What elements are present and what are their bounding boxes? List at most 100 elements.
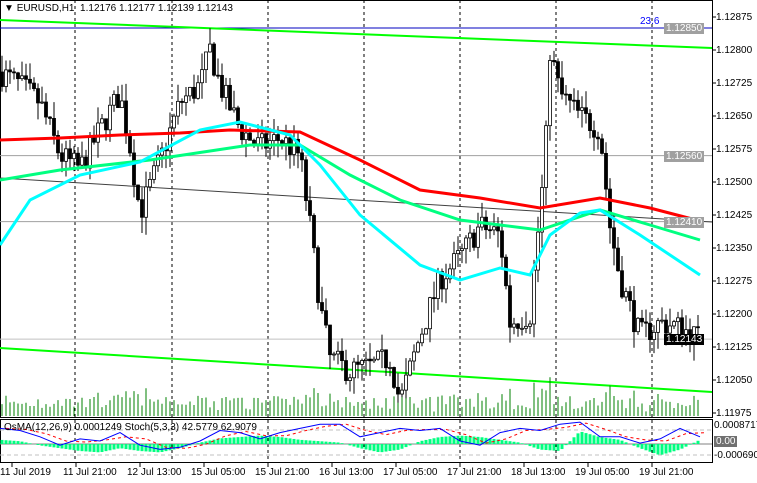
candle [468,232,472,239]
candle [620,270,624,298]
osma-bar [548,444,552,451]
candle [64,148,68,162]
candle [392,367,396,388]
candle [116,94,120,108]
time-tick-label: 11 Jul 21:00 [63,467,117,478]
osma-bar [168,444,172,451]
candle [596,136,600,140]
osma-bar [56,444,60,448]
osma-bar [120,444,124,449]
candle [204,51,208,71]
candle [628,291,632,301]
price-tick-label: 1.12050 [716,375,753,386]
osma-bar [500,440,504,444]
candle [464,237,468,250]
candle [152,165,156,180]
osma-bar [428,439,432,444]
channel-top [0,19,713,49]
candle [236,107,240,125]
osma-bar [348,444,352,446]
osma-bar [640,444,644,449]
candle [544,125,548,188]
candle [592,130,596,138]
osma-bar [692,442,696,444]
candle [640,317,644,323]
osma-bar [64,444,68,450]
candle [260,133,264,139]
osma-bar [576,433,580,444]
osma-bar [564,444,568,446]
candle [200,69,204,84]
candle [72,152,76,160]
candle [452,253,456,270]
osma-bar [112,444,116,450]
candle [284,137,288,144]
candle [504,256,508,287]
osma-bar [300,439,304,444]
osma-bar [588,434,592,444]
candle [548,60,552,127]
candle [16,72,20,80]
osma-bar [504,440,508,444]
osma-bar [380,444,384,453]
symbol-label: EURUSD,H1 [16,3,75,14]
candle [80,156,84,166]
candle [100,118,104,124]
osma-bar [580,431,584,444]
candle [344,360,348,381]
candle [300,152,304,161]
osma-bar [0,439,4,444]
osma-bar [372,444,376,452]
osma-bar [384,444,388,452]
candle [436,271,440,299]
osma-bar [528,444,532,447]
trend-line [0,177,713,223]
price-tick-label: 1.11975 [716,408,752,419]
price-tick-label: 1.12200 [716,309,753,320]
ma-slow-line [0,128,701,223]
osma-bar [180,444,184,448]
osma-bar [24,442,28,444]
candle [332,353,336,356]
candle [20,75,24,80]
time-tick-label: 19 Jul 05:00 [575,467,630,478]
candle [140,199,144,218]
osma-bar [28,443,32,444]
candle [636,317,640,333]
osma-bar [600,437,604,444]
candle [348,377,352,381]
ma-fast-line [0,120,701,282]
stoch-main-line [0,421,701,450]
osma-bar [156,444,160,453]
candle [264,133,268,149]
channel-bottom [0,347,713,393]
osma-bar [232,437,236,444]
candle [176,100,180,117]
ohlc-label: 1.12176 1.12177 1.12139 1.12143 [80,3,233,14]
candle [584,107,588,114]
osma-bar [248,436,252,444]
candle [456,250,460,255]
price-tick-label: 1.12425 [716,210,753,221]
candle [368,358,372,362]
candle [136,184,140,201]
osma-bar [100,444,104,452]
candle [500,230,504,258]
candle [536,231,540,271]
candle [188,86,192,97]
osma-bar [660,444,664,455]
candle [460,248,464,251]
time-tick-label: 17 Jul 05:00 [383,467,438,478]
candle [512,323,516,328]
osma-bar [36,444,40,445]
candle [60,152,64,162]
osma-bar [536,444,540,449]
candle [240,124,244,141]
osma-bar [312,440,316,444]
osma-bar [260,435,264,444]
osma-bar [364,444,368,450]
candle [36,88,40,104]
osma-bar [92,444,96,452]
osma-bar [512,441,516,444]
